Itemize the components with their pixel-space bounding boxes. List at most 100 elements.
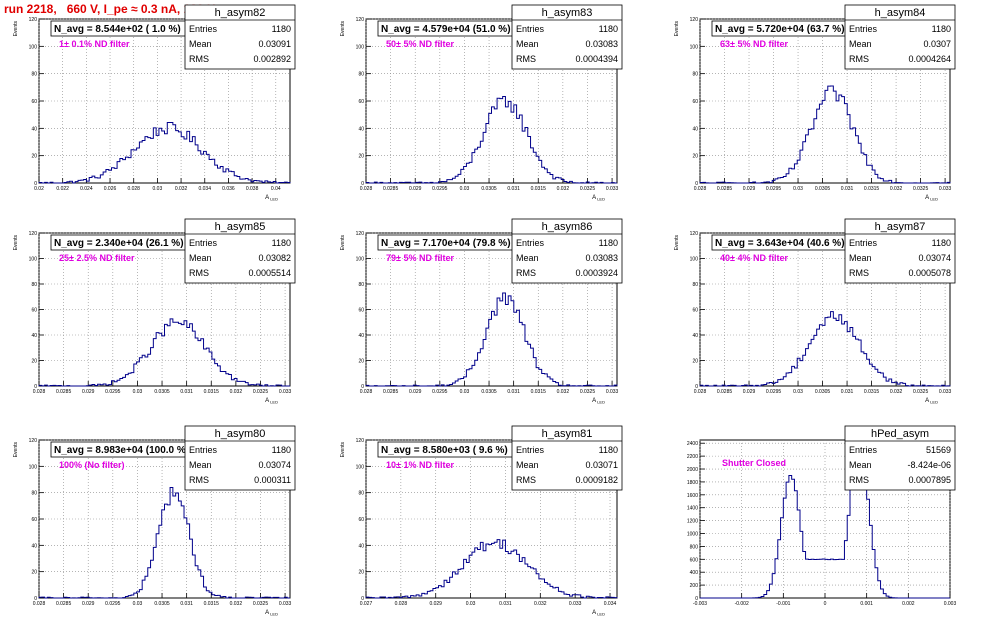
x-tick-label: 0.031: [841, 186, 854, 192]
x-tick-label: 0.029: [429, 601, 442, 607]
stat-label: RMS: [516, 475, 536, 485]
x-tick-label: 0.031: [507, 389, 520, 395]
y-tick-label: 60: [31, 517, 37, 523]
y-tick-label: 20: [31, 154, 37, 160]
filter-label: 40± 4% ND filter: [720, 253, 788, 263]
x-tick-label: -0.002: [735, 601, 749, 607]
y-tick-label: 20: [692, 359, 698, 365]
y-tick-label: 100: [356, 257, 365, 263]
y-tick-label: 100: [356, 464, 365, 470]
y-tick-label: 80: [358, 72, 364, 78]
stat-label: Entries: [189, 238, 218, 248]
x-tick-label: 0.0325: [253, 601, 269, 607]
x-tick-label: 0.0325: [580, 186, 596, 192]
x-tick-label: 0.0295: [105, 389, 121, 395]
stat-label: RMS: [849, 268, 869, 278]
y-tick-label: 60: [358, 99, 364, 105]
y-tick-label: 20: [31, 359, 37, 365]
x-tick-label: 0.028: [395, 601, 408, 607]
x-tick-label: 0.0315: [531, 389, 547, 395]
x-tick-label: 0.036: [222, 186, 235, 192]
nav-title: N_avg = 8.983e+04 (100.0 %): [54, 445, 189, 456]
histogram-name: h_asym87: [875, 221, 926, 233]
y-tick-label: 400: [690, 570, 699, 576]
x-tick-label: 0.0285: [717, 389, 733, 395]
nav-title: N_avg = 4.579e+04 (51.0 %): [381, 24, 511, 35]
x-axis-label: A LED: [925, 398, 938, 405]
y-tick-label: 120: [690, 231, 699, 237]
histogram-name: h_asym84: [875, 7, 926, 19]
x-tick-label: 0.0285: [56, 601, 72, 607]
x-tick-label: 0.003: [944, 601, 957, 607]
y-tick-label: 20: [358, 570, 364, 576]
filter-label: 100% (No filter): [59, 460, 125, 470]
y-tick-label: 60: [692, 308, 698, 314]
stat-value: 0.0004394: [575, 54, 618, 64]
y-tick-label: 80: [31, 491, 37, 497]
x-tick-label: 0.0325: [913, 186, 929, 192]
panel-h_asym85: 0.028 0.0285 0.029 0.0295 0.03 0.0305 0.031 0.0…: [13, 218, 296, 405]
y-tick-label: 1800: [687, 480, 698, 486]
x-tick-label: 0.0305: [481, 389, 497, 395]
stat-value: 0.03091: [258, 39, 291, 49]
y-tick-label: 20: [358, 154, 364, 160]
y-axis-label: Events: [340, 235, 346, 251]
filter-label: 10± 1% ND filter: [386, 460, 454, 470]
stat-label: Entries: [189, 445, 218, 455]
histogram-name: h_asym82: [215, 7, 266, 19]
stat-value: 1180: [272, 24, 291, 34]
y-tick-label: 0: [695, 384, 698, 390]
stat-value: 1180: [272, 445, 291, 455]
y-tick-label: 40: [31, 126, 37, 132]
x-axis-label: A LED: [265, 610, 278, 617]
histogram-name: h_asym81: [542, 428, 593, 440]
stat-value: 51569: [926, 445, 951, 455]
y-tick-label: 40: [358, 543, 364, 549]
stat-value: 0.0005078: [908, 268, 951, 278]
y-tick-label: 60: [358, 308, 364, 314]
x-tick-label: 0.0315: [864, 186, 880, 192]
stat-label: Mean: [189, 460, 212, 470]
x-tick-label: 0.033: [279, 601, 292, 607]
x-tick-label: 0.031: [507, 186, 520, 192]
y-tick-label: 100: [690, 44, 699, 50]
y-tick-label: 20: [692, 154, 698, 160]
y-tick-label: 40: [31, 333, 37, 339]
y-tick-label: 0: [34, 181, 37, 187]
x-tick-label: 0.028: [694, 186, 707, 192]
histogram-name: h_asym83: [542, 7, 593, 19]
x-axis-label: A LED: [592, 610, 605, 617]
x-axis-label: A LED: [592, 195, 605, 202]
x-tick-label: 0.033: [939, 389, 952, 395]
x-axis-label: A LED: [265, 195, 278, 202]
x-tick-label: 0.032: [230, 601, 243, 607]
stat-label: Entries: [849, 238, 878, 248]
stat-value: 0.03083: [585, 253, 618, 263]
x-tick-label: 0.02: [34, 186, 44, 192]
stat-label: RMS: [189, 475, 209, 485]
panel-h_asym83: 0.028 0.0285 0.029 0.0295 0.03 0.0305 0.031 0.0…: [340, 4, 623, 202]
y-tick-label: 1200: [687, 519, 698, 525]
y-tick-label: 120: [356, 438, 365, 444]
x-tick-label: 0.03: [133, 389, 143, 395]
stat-value: 1180: [932, 238, 951, 248]
stat-value: 1180: [272, 238, 291, 248]
x-tick-label: 0.0325: [253, 389, 269, 395]
x-tick-label: 0.029: [409, 186, 422, 192]
y-tick-label: 80: [31, 72, 37, 78]
x-tick-label: 0.028: [360, 186, 373, 192]
y-tick-label: 120: [29, 438, 38, 444]
y-axis-label: Events: [340, 442, 346, 458]
histogram-line: [699, 311, 951, 387]
x-tick-label: 0.029: [743, 186, 756, 192]
stat-value: 0.002892: [253, 54, 291, 64]
y-tick-label: 40: [31, 543, 37, 549]
histogram-line: [365, 96, 617, 184]
y-tick-label: 20: [358, 359, 364, 365]
y-tick-label: 40: [358, 126, 364, 132]
stat-label: Entries: [516, 24, 545, 34]
y-tick-label: 0: [695, 181, 698, 187]
stat-value: 1180: [599, 24, 618, 34]
stats-box: [844, 218, 956, 284]
stat-label: Mean: [516, 253, 539, 263]
